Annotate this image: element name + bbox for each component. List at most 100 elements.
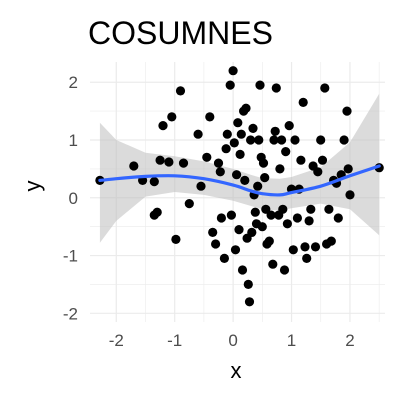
data-point [282,219,292,229]
data-point [261,204,271,214]
x-tick-label: -1 [167,331,182,350]
data-point [229,138,239,148]
data-point [258,158,269,168]
data-point [164,157,174,167]
tick-labels: -2 -1 0 1 2 -2 -1 0 1 2 [63,73,355,350]
x-tick-label: 0 [228,331,237,350]
data-point [269,135,279,145]
data-point [167,112,177,122]
data-point [342,106,352,116]
data-point [281,147,291,157]
data-point [279,265,290,275]
data-point [241,103,251,113]
data-point [253,181,263,191]
data-point [326,236,336,246]
y-tick-label: 0 [69,189,78,208]
data-point [211,239,221,249]
data-point [236,129,246,139]
y-axis-title: y [20,181,45,192]
data-point [193,129,203,139]
data-point [152,207,162,217]
y-tick-label: -2 [63,304,78,323]
data-point [221,144,231,154]
data-point [277,135,287,145]
data-point [216,213,226,223]
data-point [298,97,308,107]
data-point [333,213,343,223]
y-tick-label: -1 [63,247,78,266]
data-point [304,216,314,226]
data-point [232,170,242,180]
confidence-band [99,93,380,243]
data-point [260,173,270,183]
data-point [313,167,323,177]
data-point [320,83,330,93]
data-point [248,123,258,133]
data-point [339,135,349,145]
data-point [233,118,243,128]
data-point [317,155,328,165]
x-axis-title: x [231,358,242,383]
data-point [264,236,274,246]
data-point [250,207,260,217]
data-point [215,167,225,177]
data-point [235,149,245,159]
data-point [310,242,321,252]
data-point [205,112,215,122]
data-point [288,245,298,255]
data-point [306,204,316,214]
data-point [184,199,194,209]
data-point [222,129,232,139]
data-point [275,164,285,174]
data-point [178,158,189,168]
data-point [230,245,241,255]
data-point [278,204,288,214]
data-point [226,210,236,220]
confidence-band-group [99,93,380,243]
data-point [296,155,306,165]
data-point [292,213,302,223]
data-point [237,265,248,275]
data-point [175,86,186,96]
data-point [171,234,181,244]
data-point [284,121,294,131]
data-point [266,210,276,220]
data-point [257,222,267,232]
data-point [254,135,264,145]
data-point [240,175,250,185]
data-points [95,66,384,307]
data-point [255,80,265,90]
data-point [234,225,244,235]
smooth-line [98,164,381,197]
data-point [213,158,224,168]
data-point [149,177,159,187]
data-point [345,190,355,200]
data-point [271,83,281,93]
data-point [243,279,253,289]
y-tick-label: 2 [69,73,78,92]
data-point [158,121,168,131]
data-point [225,80,235,90]
data-point [246,135,256,145]
data-point [202,152,212,162]
x-tick-label: -2 [109,331,124,350]
x-tick-label: 2 [345,331,354,350]
data-point [302,253,312,263]
data-point [300,242,310,252]
data-point [324,204,334,214]
chart-title: COSUMNES [88,15,273,51]
data-point [247,227,257,237]
data-point [129,161,139,171]
data-point [268,259,278,269]
data-point [219,253,229,263]
data-point [316,135,326,145]
y-tick-label: 1 [69,131,78,150]
smooth-line-group [98,164,381,197]
data-point [228,66,238,76]
data-point [270,126,280,136]
x-tick-label: 1 [287,331,296,350]
data-point [290,135,300,145]
data-point [244,297,255,307]
data-point [155,155,165,165]
data-point [343,164,353,174]
